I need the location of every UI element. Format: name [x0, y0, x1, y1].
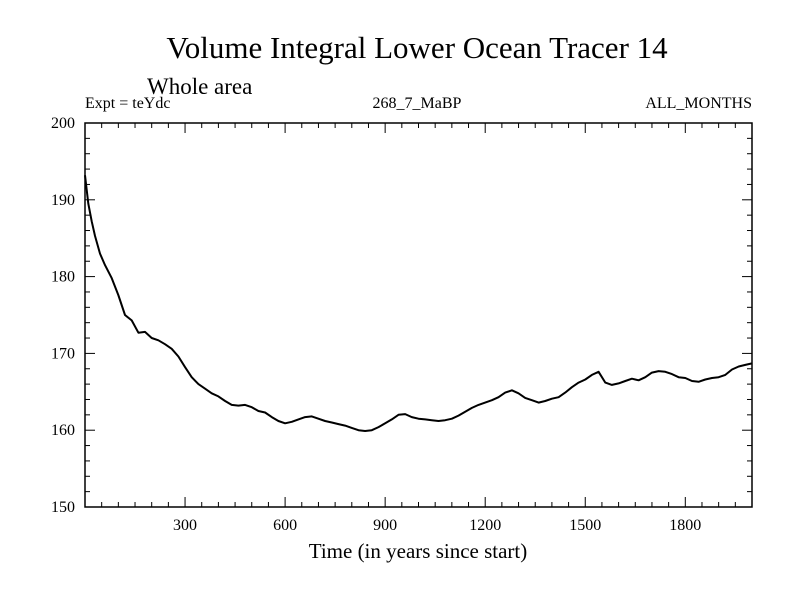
x-tick-label: 1800	[669, 517, 701, 534]
y-tick-label: 170	[51, 345, 75, 362]
y-tick-labels: 150 160 170 180 190 200	[51, 115, 75, 516]
x-tick-label: 1200	[469, 517, 501, 534]
y-tick-label: 180	[51, 269, 75, 286]
y-tick-label: 160	[51, 422, 75, 439]
chart-subtitle: Whole area	[147, 74, 252, 99]
series-line	[84, 175, 753, 432]
x-tick-label: 900	[373, 517, 397, 534]
x-tick-labels: 300 600 900 1200 1500 1800	[173, 517, 701, 534]
axis-ticks	[85, 123, 752, 507]
x-tick-label: 1500	[569, 517, 601, 534]
period-label: ALL_MONTHS	[645, 95, 752, 112]
y-tick-label: 190	[51, 192, 75, 209]
x-axis-label: Time (in years since start)	[309, 539, 528, 563]
chart-title: Volume Integral Lower Ocean Tracer 14	[166, 30, 668, 65]
run-label: 268_7_MaBP	[373, 95, 462, 112]
y-tick-label: 150	[51, 499, 75, 516]
x-tick-label: 600	[273, 517, 297, 534]
plot-frame	[84, 122, 753, 508]
experiment-label: Expt = teYdc	[85, 95, 170, 112]
y-tick-label: 200	[51, 115, 75, 132]
x-tick-label: 300	[173, 517, 197, 534]
